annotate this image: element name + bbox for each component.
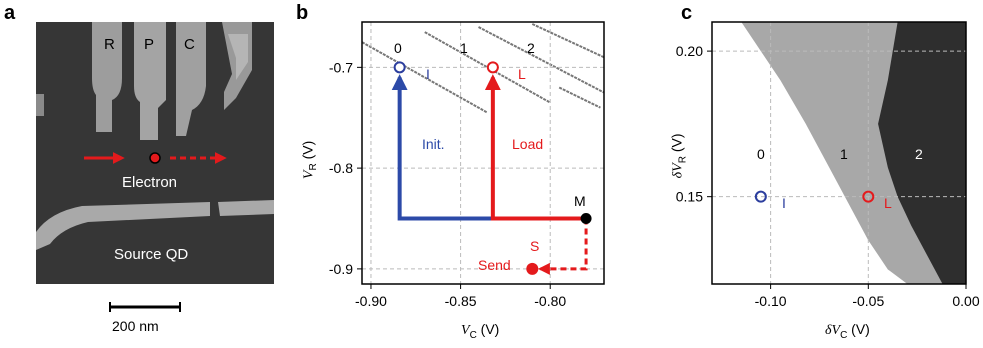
x-tick-label: -0.05 bbox=[852, 293, 884, 309]
c-ylabel-var: δV bbox=[670, 163, 686, 179]
c-point-i-label: I bbox=[782, 195, 786, 211]
c-xlabel-sub: C bbox=[840, 329, 848, 341]
y-tick-label: -0.9 bbox=[329, 261, 353, 277]
gate-label-r: R bbox=[104, 36, 115, 53]
plot-frame bbox=[711, 21, 967, 285]
scalebar-label: 200 nm bbox=[112, 318, 159, 334]
load-label: Load bbox=[512, 136, 544, 152]
point-s-label: S bbox=[530, 238, 540, 254]
point-s bbox=[526, 262, 539, 275]
plot-frame bbox=[361, 21, 605, 285]
c-xlabel: δVC (V) bbox=[825, 321, 870, 341]
x-tick-label: -0.90 bbox=[355, 293, 387, 309]
c-point-l bbox=[862, 190, 875, 203]
b-xlabel-unit: (V) bbox=[476, 321, 500, 337]
point-m bbox=[580, 213, 592, 224]
panel-c-letter: c bbox=[681, 2, 693, 24]
y-tick-label: -0.8 bbox=[329, 160, 353, 176]
x-tick-label: 0.00 bbox=[952, 293, 979, 309]
y-tick-label: 0.15 bbox=[676, 189, 703, 205]
b-xlabel-sub: C bbox=[469, 329, 477, 341]
gate-label-p: P bbox=[144, 36, 155, 53]
c-ylabel-sub: R bbox=[677, 156, 689, 164]
c-region-label-1: 1 bbox=[840, 146, 848, 162]
send-label: Send bbox=[478, 257, 511, 273]
c-xlabel-var: δV bbox=[825, 323, 841, 338]
b-xlabel: VC (V) bbox=[461, 321, 499, 341]
point-i-label: I bbox=[426, 66, 430, 82]
panel-b-letter: b bbox=[296, 2, 309, 24]
transition-line bbox=[558, 86, 601, 109]
point-l-label: L bbox=[518, 66, 526, 82]
transition-line bbox=[531, 23, 605, 59]
region-2 bbox=[878, 22, 966, 284]
region-label-1: 1 bbox=[460, 40, 468, 56]
b-xlabel-var: V bbox=[461, 323, 470, 338]
c-region-label-2: 2 bbox=[915, 146, 923, 162]
y-tick-label: -0.7 bbox=[329, 59, 353, 75]
x-tick-label: -0.10 bbox=[755, 293, 787, 309]
c-point-l-label: L bbox=[884, 195, 892, 211]
gate-label-c: C bbox=[184, 36, 195, 53]
region-label-0: 0 bbox=[394, 40, 402, 56]
y-tick-label: 0.20 bbox=[676, 43, 703, 59]
point-l bbox=[486, 61, 499, 74]
transition-line bbox=[478, 26, 605, 94]
x-tick-label: -0.80 bbox=[534, 293, 566, 309]
electron-label: Electron bbox=[122, 174, 178, 191]
point-i bbox=[393, 61, 406, 74]
source-qd-label: Source QD bbox=[114, 246, 189, 263]
panel-a-letter: a bbox=[4, 2, 16, 24]
x-tick-label: -0.85 bbox=[445, 293, 477, 309]
c-point-i bbox=[754, 190, 767, 203]
region-label-2: 2 bbox=[527, 40, 535, 56]
init-label: Init. bbox=[422, 136, 445, 152]
c-region-label-0: 0 bbox=[757, 146, 765, 162]
c-ylabel-unit: (V) bbox=[668, 133, 685, 157]
c-xlabel-unit: (V) bbox=[847, 321, 870, 337]
send-path bbox=[537, 218, 588, 275]
point-m-label: M bbox=[574, 193, 586, 209]
c-ylabel: δVR (V) bbox=[669, 133, 689, 178]
load-path bbox=[484, 74, 587, 221]
